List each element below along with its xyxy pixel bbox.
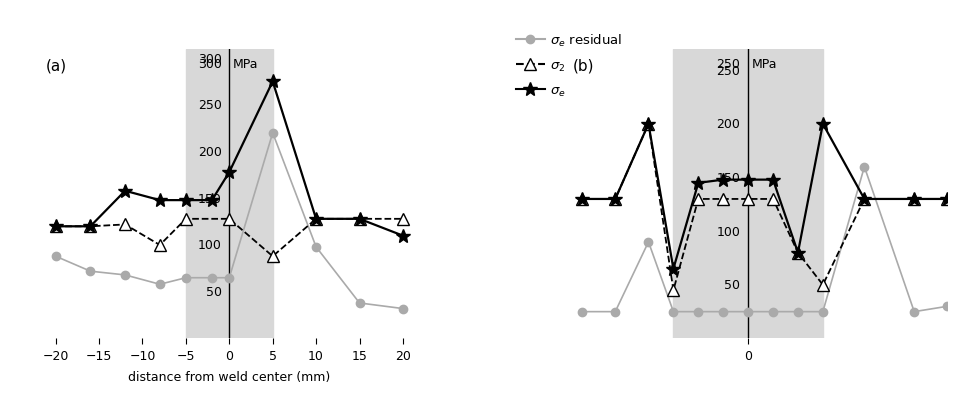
Text: 50: 50 xyxy=(724,279,741,292)
Text: 200: 200 xyxy=(198,146,222,159)
Text: 250: 250 xyxy=(717,58,741,71)
Text: 200: 200 xyxy=(717,118,741,131)
Bar xyxy=(674,50,823,339)
Text: (a): (a) xyxy=(46,58,67,73)
Legend: $\sigma_e$ residual, $\sigma_{22}$ localisation, $\sigma_e$ material: $\sigma_e$ residual, $\sigma_{22}$ local… xyxy=(516,33,651,98)
X-axis label: distance from weld center (mm): distance from weld center (mm) xyxy=(128,370,330,383)
Text: MPa: MPa xyxy=(234,58,258,71)
Text: (b): (b) xyxy=(573,58,594,73)
Text: 150: 150 xyxy=(198,192,222,205)
Text: 150: 150 xyxy=(717,171,741,185)
Text: 250: 250 xyxy=(717,64,741,78)
Text: 250: 250 xyxy=(198,99,222,112)
Text: MPa: MPa xyxy=(752,58,777,71)
Text: 50: 50 xyxy=(206,285,222,299)
Text: 300: 300 xyxy=(198,58,222,71)
Text: 100: 100 xyxy=(717,225,741,238)
Bar xyxy=(186,50,273,339)
Text: 300: 300 xyxy=(198,52,222,65)
Text: 100: 100 xyxy=(198,239,222,252)
